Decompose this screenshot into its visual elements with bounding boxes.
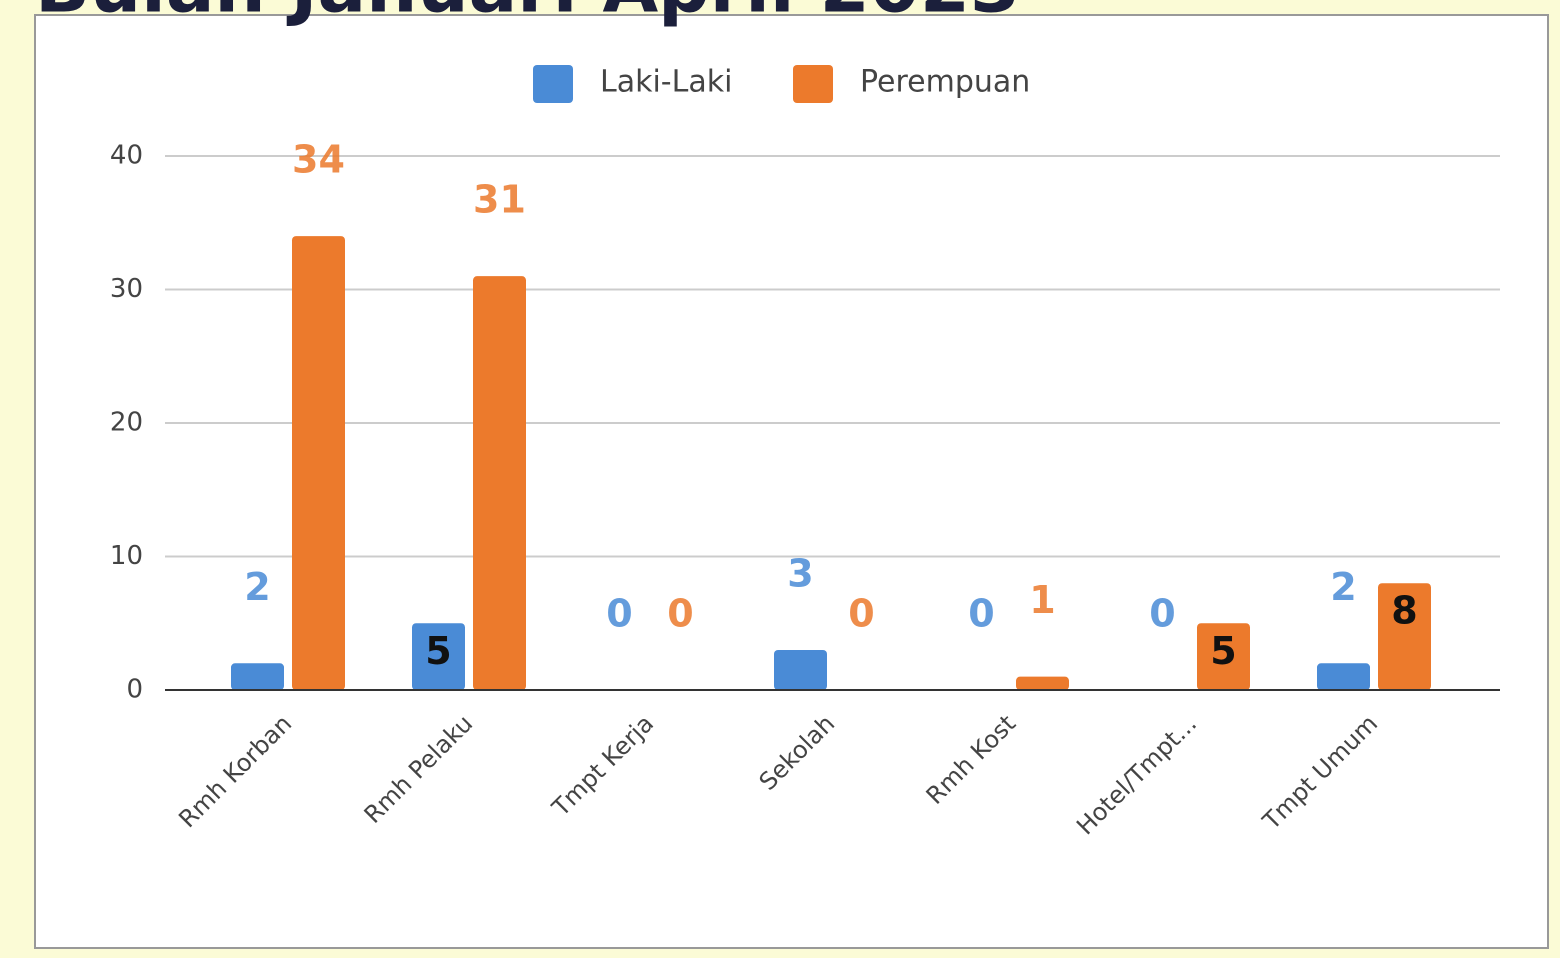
legend-label: Laki-Laki bbox=[600, 65, 732, 100]
chart-card bbox=[35, 15, 1548, 948]
bar bbox=[292, 236, 345, 690]
legend-swatch bbox=[793, 65, 833, 103]
y-tick-label: 40 bbox=[110, 141, 143, 171]
bar bbox=[774, 650, 827, 690]
data-label: 0 bbox=[606, 592, 632, 636]
page: Bulan Januari April 2023 010203040Laki-L… bbox=[0, 0, 1560, 958]
data-label: 3 bbox=[787, 551, 813, 595]
data-label: 0 bbox=[848, 592, 874, 636]
data-label: 0 bbox=[1149, 592, 1175, 636]
y-tick-label: 10 bbox=[110, 541, 143, 571]
data-label: 5 bbox=[1210, 629, 1236, 673]
legend-label: Perempuan bbox=[860, 65, 1030, 100]
chart: Bulan Januari April 2023 010203040Laki-L… bbox=[0, 0, 1560, 958]
legend-swatch bbox=[533, 65, 573, 103]
data-label: 2 bbox=[244, 565, 270, 609]
bar bbox=[1317, 663, 1370, 690]
data-label: 8 bbox=[1391, 589, 1417, 633]
data-label: 1 bbox=[1029, 578, 1055, 622]
y-tick-label: 20 bbox=[110, 408, 143, 438]
bar bbox=[1016, 677, 1069, 690]
y-tick-label: 30 bbox=[110, 274, 143, 304]
bar bbox=[473, 276, 526, 690]
bar bbox=[231, 663, 284, 690]
data-label: 0 bbox=[667, 592, 693, 636]
data-label: 31 bbox=[473, 178, 526, 222]
y-tick-label: 0 bbox=[126, 675, 143, 705]
data-label: 5 bbox=[425, 629, 451, 673]
data-label: 0 bbox=[968, 592, 994, 636]
data-label: 34 bbox=[292, 138, 345, 182]
chart-title: Bulan Januari April 2023 bbox=[35, 0, 1020, 29]
data-label: 2 bbox=[1330, 565, 1356, 609]
